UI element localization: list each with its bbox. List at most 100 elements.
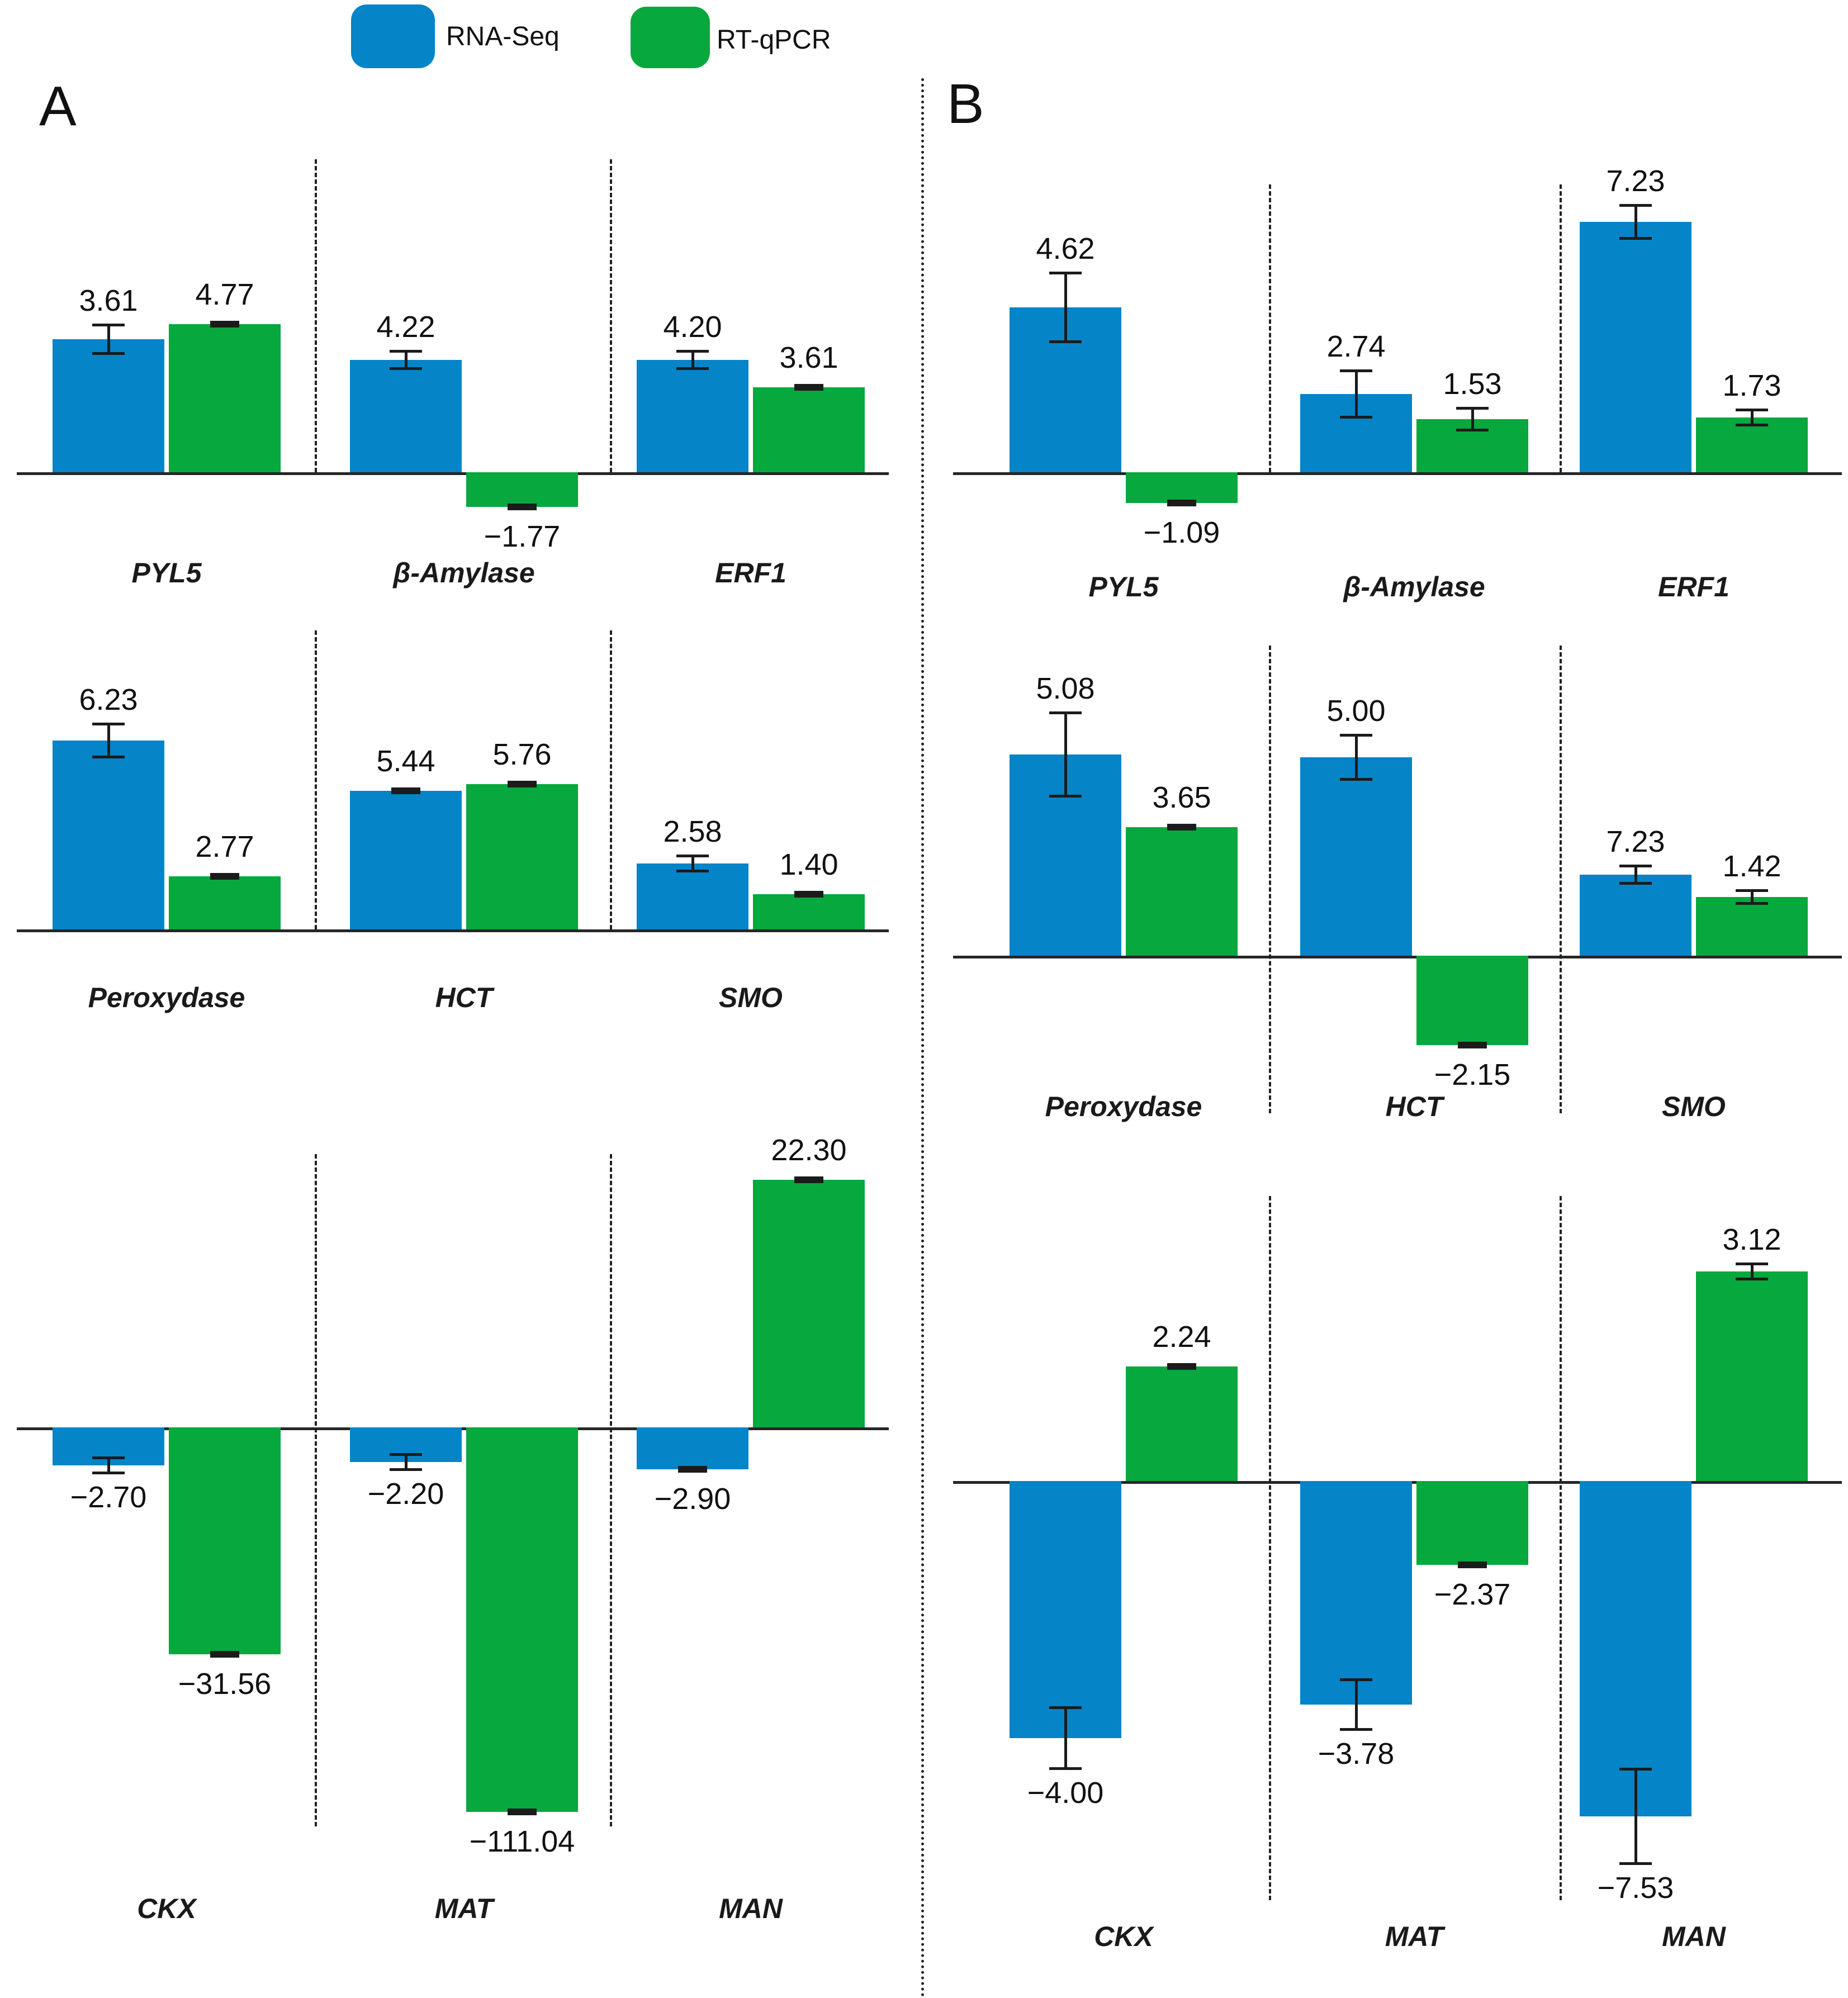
value-label-MAN: −2.90 — [654, 1482, 731, 1516]
error-bar-dash — [508, 1809, 537, 1815]
bar-qpcr-SMO — [1696, 897, 1808, 956]
error-bar-cap — [92, 324, 125, 326]
value-label-ERF1: 3.61 — [779, 341, 838, 374]
group-separator-line — [1269, 1196, 1271, 1900]
bar-rnaseq-ERF1 — [1580, 222, 1691, 472]
error-bar-cap — [676, 870, 709, 872]
gene-label-Peroxydase: Peroxydase — [1045, 1091, 1202, 1122]
bar-rnaseq-CKX — [1010, 1481, 1121, 1738]
group-separator-line — [1269, 184, 1271, 472]
bar-qpcr-MAT — [466, 1427, 578, 1812]
value-label-MAT: −2.20 — [367, 1477, 444, 1511]
error-bar-line — [1750, 1264, 1754, 1279]
bar-qpcr-PYL5 — [1126, 472, 1238, 503]
value-label-Peroxydase: 2.77 — [195, 830, 254, 863]
value-label-Peroxydase: 3.65 — [1152, 781, 1211, 814]
error-bar-cap — [1049, 1767, 1082, 1770]
error-bar-dash — [210, 321, 239, 328]
error-bar-cap — [1340, 1678, 1372, 1681]
error-bar-cap — [92, 1456, 125, 1459]
error-bar-cap — [1736, 889, 1768, 892]
bar-rnaseq-ERF1 — [637, 360, 748, 472]
error-bar-cap — [1736, 424, 1768, 426]
error-bar-cap — [1049, 272, 1082, 274]
error-bar-line — [107, 1458, 110, 1473]
error-bar-cap — [92, 352, 125, 355]
value-label-MAN: 3.12 — [1722, 1223, 1781, 1256]
error-bar-cap — [1049, 1706, 1082, 1709]
error-bar-line — [1354, 735, 1358, 780]
value-label-ERF1: 7.23 — [1606, 164, 1665, 198]
error-bar-cap — [1619, 882, 1652, 885]
value-label-SMO: 7.23 — [1606, 825, 1665, 858]
error-bar-cap — [1340, 369, 1372, 372]
gene-label-PYL5: PYL5 — [131, 557, 202, 589]
bar-rnaseq-MAT — [1300, 1481, 1412, 1705]
bar-rnaseq-SMO — [1580, 875, 1691, 956]
panel-label-b: B — [947, 73, 984, 135]
error-bar-cap — [1340, 778, 1372, 781]
group-separator-line — [1560, 646, 1562, 1113]
value-label-CKX: −4.00 — [1027, 1776, 1104, 1810]
error-bar-cap — [676, 367, 709, 370]
error-bar-dash — [1167, 824, 1196, 830]
bar-qpcr-PYL5 — [169, 324, 281, 472]
value-label-ERF1: 4.20 — [663, 310, 722, 344]
bar-qpcr-Peroxydase — [169, 876, 281, 929]
legend-swatch-qpcr — [631, 7, 710, 68]
error-bar-dash — [1167, 1363, 1196, 1370]
value-label-PYL5: 4.62 — [1036, 232, 1095, 265]
value-label-HCT: −2.15 — [1434, 1058, 1511, 1091]
gene-label-HCT: HCT — [1385, 1091, 1443, 1122]
axis-line — [17, 472, 889, 475]
error-bar-line — [1634, 866, 1637, 884]
gene-label-SMO: SMO — [1662, 1091, 1726, 1122]
gene-label-PYL5: PYL5 — [1088, 571, 1159, 602]
error-bar-cap — [390, 1453, 422, 1456]
value-label-PYL5: 3.61 — [79, 284, 138, 317]
error-bar-cap — [1456, 407, 1489, 410]
gene-label-MAN: MAN — [1662, 1921, 1726, 1952]
panel-divider-line — [921, 78, 924, 1998]
bar-qpcr-MAN — [1696, 1271, 1808, 1481]
error-bar-line — [1064, 273, 1067, 342]
error-bar-cap — [1049, 795, 1082, 798]
error-bar-line — [1750, 890, 1754, 904]
value-label-ERF1: 1.73 — [1722, 369, 1781, 402]
group-separator-line — [1269, 646, 1271, 1113]
value-label-β-Amylase: 2.74 — [1326, 330, 1386, 363]
bar-rnaseq-MAN — [1580, 1481, 1691, 1816]
bar-qpcr-HCT — [1416, 956, 1528, 1045]
value-label-CKX: −31.56 — [178, 1667, 272, 1701]
error-bar-cap — [1619, 1862, 1652, 1865]
value-label-Peroxydase: 6.23 — [79, 683, 138, 716]
error-bar-cap — [676, 855, 709, 857]
value-label-PYL5: 4.77 — [195, 278, 254, 311]
error-bar-cap — [1619, 865, 1652, 867]
error-bar-line — [1064, 1707, 1067, 1769]
group-separator-line — [315, 159, 317, 472]
error-bar-line — [691, 856, 694, 871]
gene-label-CKX: CKX — [137, 1893, 196, 1924]
bar-rnaseq-Peroxydase — [53, 741, 164, 929]
group-separator-line — [1560, 1196, 1562, 1900]
error-bar-cap — [1340, 416, 1372, 419]
axis-line — [953, 472, 1842, 475]
error-bar-line — [1750, 410, 1754, 425]
gene-label-β-Amylase: β-Amylase — [1343, 571, 1485, 602]
value-label-CKX: −2.70 — [70, 1480, 147, 1514]
error-bar-line — [1634, 1769, 1637, 1864]
error-bar-line — [1064, 713, 1067, 796]
panel-label-a: A — [39, 75, 77, 137]
value-label-SMO: 1.40 — [779, 848, 838, 881]
gene-label-SMO: SMO — [719, 982, 783, 1013]
value-label-β-Amylase: 1.53 — [1443, 367, 1502, 401]
error-bar-dash — [508, 504, 537, 510]
gene-label-MAT: MAT — [1385, 1921, 1444, 1952]
group-separator-line — [610, 1154, 612, 1826]
error-bar-cap — [1736, 1263, 1768, 1265]
bar-rnaseq-β-Amylase — [350, 360, 462, 472]
bar-qpcr-HCT — [466, 784, 578, 929]
value-label-β-Amylase: 4.22 — [376, 310, 435, 344]
bar-qpcr-MAT — [1416, 1481, 1528, 1565]
